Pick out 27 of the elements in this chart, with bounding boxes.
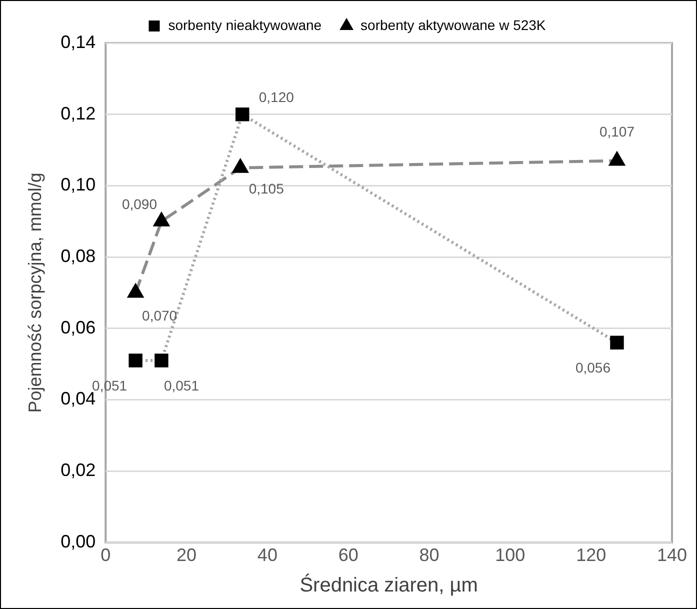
- data-label: 0,090: [122, 196, 158, 212]
- data-label: 0,070: [142, 308, 178, 324]
- y-tick-label: 0,08: [60, 246, 96, 266]
- data-label: 0,051: [92, 377, 128, 394]
- legend-label: sorbenty nieaktywowane: [168, 16, 322, 33]
- x-tick-label: 100: [495, 545, 526, 566]
- y-axis-title: Pojemność sorpcyjna, mmol/g: [24, 172, 45, 413]
- x-tick-label: 20: [176, 545, 197, 566]
- x-tick-label: 80: [419, 545, 440, 566]
- x-tick-label: 60: [338, 545, 358, 566]
- data-label: 0,107: [599, 124, 635, 140]
- x-tick-label: 140: [656, 545, 688, 566]
- x-tick-label: 40: [257, 545, 278, 566]
- data-label: 0,051: [164, 377, 200, 394]
- data-label: 0,120: [258, 89, 294, 106]
- y-tick-label: 0,14: [60, 32, 96, 52]
- y-tick-label: 0,10: [60, 174, 96, 195]
- x-tick-label: 0: [100, 545, 111, 566]
- x-axis-title: Średnica ziaren, µm: [300, 574, 478, 597]
- data-label: 0,105: [248, 180, 284, 197]
- x-tick-label: 120: [576, 545, 606, 566]
- y-tick-label: 0,06: [60, 317, 96, 338]
- y-tick-label: 0,00: [60, 531, 96, 552]
- data-label: 0,056: [575, 360, 611, 376]
- y-tick-label: 0,02: [60, 460, 96, 480]
- y-tick-label: 0,12: [60, 103, 96, 124]
- legend-label: sorbenty aktywowane w 523K: [360, 16, 546, 33]
